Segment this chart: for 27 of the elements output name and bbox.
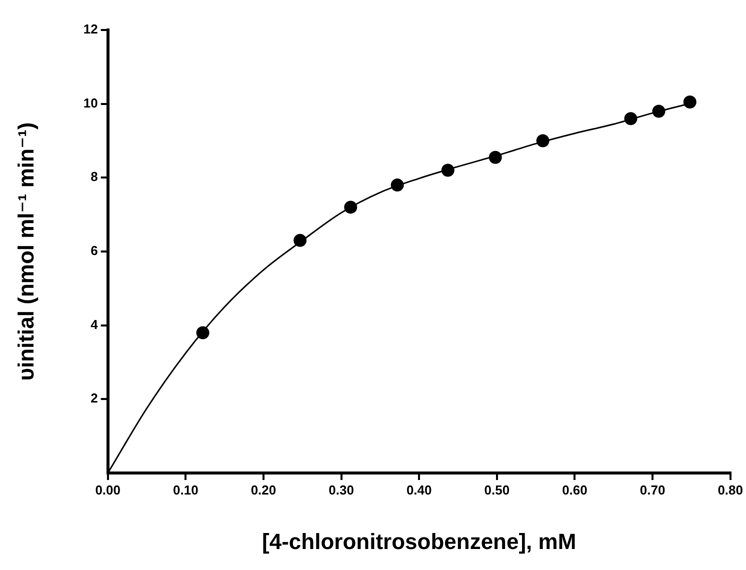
x-tick-label: 0.60 bbox=[562, 482, 588, 498]
point bbox=[441, 164, 454, 177]
x-tick-label: 0.00 bbox=[95, 482, 121, 498]
point bbox=[652, 104, 666, 118]
y-tick-label: 6 bbox=[90, 243, 98, 258]
y-tick-label: 12 bbox=[83, 22, 98, 37]
x-tick-label: 0.30 bbox=[328, 482, 354, 498]
point bbox=[294, 234, 307, 247]
y-tick-label: 2 bbox=[90, 390, 98, 406]
x-tick-label: 0.80 bbox=[718, 482, 744, 498]
point bbox=[488, 150, 502, 164]
x-axis-title: [4-chloronitrosobenzene], mM bbox=[262, 528, 576, 554]
point bbox=[196, 326, 210, 340]
point bbox=[344, 200, 358, 214]
x-tick-label: 0.70 bbox=[640, 482, 666, 498]
x-tick-label: 0.50 bbox=[484, 482, 510, 498]
point bbox=[683, 95, 696, 108]
x-tick-label: 0.40 bbox=[406, 482, 432, 498]
y-tick-label: 4 bbox=[90, 316, 99, 332]
y-axis-title: υinitial (nmol ml⁻¹ min⁻¹) bbox=[13, 122, 38, 381]
point bbox=[536, 134, 550, 148]
y-tick-label: 10 bbox=[83, 95, 98, 110]
x-tick-label: 0.20 bbox=[250, 482, 276, 498]
point bbox=[390, 178, 404, 192]
y-tick-label: 8 bbox=[90, 169, 98, 184]
x-tick-label: 0.10 bbox=[173, 482, 198, 498]
point bbox=[624, 112, 638, 126]
